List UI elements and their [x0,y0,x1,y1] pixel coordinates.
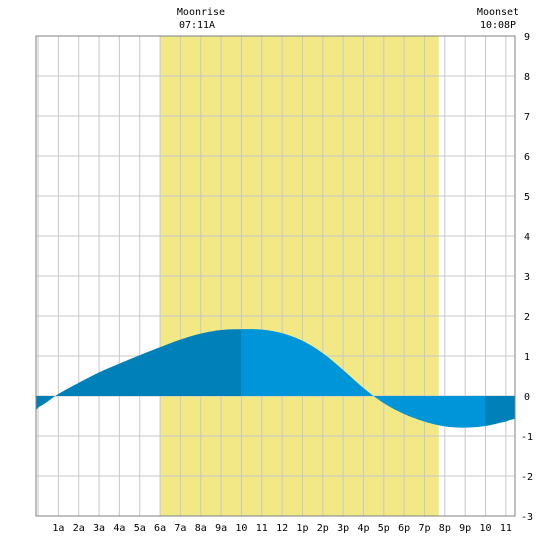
x-tick-label: 3a [93,523,105,534]
y-tick-label: 4 [524,232,530,243]
y-tick-label: 7 [524,112,530,123]
y-tick-label: -2 [521,472,533,483]
y-tick-label: 2 [524,312,530,323]
x-tick-label: 6a [154,523,166,534]
moonrise-label: Moonrise [177,7,225,18]
x-tick-label: 6p [398,523,410,534]
x-tick-label: 5a [134,523,146,534]
grid-lines [36,35,515,517]
y-tick-label: 0 [524,392,530,403]
x-tick-label: 3p [337,523,349,534]
x-tick-label: 9a [215,523,227,534]
y-tick-label: -3 [521,512,533,523]
y-tick-label: 3 [524,272,530,283]
x-tick-label: 1p [296,523,308,534]
y-tick-label: 5 [524,192,530,203]
x-tick-label: 11 [256,523,268,534]
x-tick-label: 2a [73,523,85,534]
x-tick-label: 4a [113,523,125,534]
y-tick-label: -1 [521,432,533,443]
x-tick-label: 1a [52,523,64,534]
tide-segment-dark [36,329,242,410]
x-tick-label: 5p [378,523,390,534]
x-tick-label: 8p [439,523,451,534]
y-tick-label: 9 [524,32,530,43]
x-tick-label: 7a [174,523,186,534]
tide-segment-dark [485,396,515,426]
x-tick-label: 8a [195,523,207,534]
tide-area [36,329,515,428]
y-tick-label: 6 [524,152,530,163]
x-tick-label: 4p [357,523,369,534]
x-tick-labels: 1a 2a 3a 4a 5a 6a 7a 8a 9a 10 11 12 1p 2p 3p 4p 5p 6p 7p 8p… [52,523,512,534]
y-tick-label: 8 [524,72,530,83]
x-tick-label: 10 [479,523,491,534]
x-tick-label: 12 [276,523,288,534]
x-tick-label: 2p [317,523,329,534]
moonrise-time: 07:11A [179,20,215,31]
x-tick-label: 10 [235,523,247,534]
tide-segment-light [241,329,486,428]
y-tick-label: 1 [524,352,530,363]
y-tick-labels: -3 -2 -1 0 1 2 3 4 5 6 7 8 9 [521,32,533,523]
moonset-time: 10:08P [480,20,516,31]
moonset-label: Moonset [477,7,519,18]
x-tick-label: 9p [459,523,471,534]
x-tick-label: 11 [500,523,512,534]
plot-frame [35,35,516,517]
x-tick-label: 7p [418,523,430,534]
